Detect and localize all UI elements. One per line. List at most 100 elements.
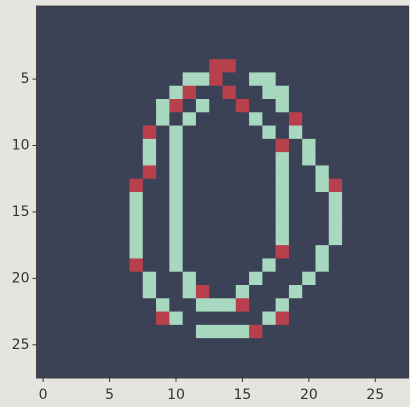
pixel [262, 125, 276, 140]
pixel [288, 125, 303, 140]
pixel [342, 19, 356, 33]
pixel [102, 72, 117, 87]
pixel [36, 72, 51, 87]
pixel [275, 298, 290, 312]
pixel [262, 45, 276, 60]
pixel [342, 72, 356, 87]
pixel [275, 271, 290, 286]
pixel [195, 231, 210, 246]
pixel [288, 152, 303, 166]
pixel [395, 298, 409, 312]
pixel [235, 245, 250, 259]
pixel [76, 218, 90, 233]
pixel [395, 112, 409, 126]
pixel [288, 271, 303, 286]
pixel [302, 205, 316, 219]
pixel [182, 19, 197, 33]
pixel [36, 99, 51, 113]
pixel [182, 245, 197, 259]
pixel [142, 271, 157, 286]
pixel [182, 125, 197, 140]
pixel [381, 364, 396, 379]
pixel [222, 138, 237, 153]
pixel [129, 351, 144, 366]
pixel [342, 205, 356, 219]
pixel [76, 298, 90, 312]
pixel [182, 285, 197, 299]
pixel [36, 125, 51, 140]
pixel [102, 192, 117, 206]
pixel [328, 258, 343, 273]
pixel [328, 99, 343, 113]
pixel [182, 72, 197, 87]
pixel [275, 165, 290, 180]
pixel [288, 192, 303, 206]
pixel [275, 99, 290, 113]
pixel [328, 45, 343, 60]
pixel [222, 311, 237, 326]
pixel [63, 338, 77, 352]
pixel [368, 338, 383, 352]
pixel [116, 72, 130, 87]
pixel [315, 112, 330, 126]
pixel [368, 138, 383, 153]
pixel [249, 192, 263, 206]
pixel [142, 32, 157, 47]
pixel [129, 138, 144, 153]
pixel [156, 324, 170, 339]
pixel [355, 45, 369, 60]
pixel [195, 285, 210, 299]
pixel [63, 6, 77, 20]
pixel [395, 205, 409, 219]
pixel [49, 285, 64, 299]
pixel [342, 6, 356, 20]
pixel [36, 45, 51, 60]
pixel [275, 231, 290, 246]
pixel [209, 338, 223, 352]
pixel [381, 112, 396, 126]
pixel [102, 45, 117, 60]
pixel [142, 125, 157, 140]
pixel [262, 165, 276, 180]
x-tick-label: 20 [300, 387, 318, 403]
pixel [102, 85, 117, 100]
pixel [49, 165, 64, 180]
pixel [209, 112, 223, 126]
pixel [209, 285, 223, 299]
pixel [328, 112, 343, 126]
pixel [209, 72, 223, 87]
pixel [235, 45, 250, 60]
pixel [262, 138, 276, 153]
pixel [342, 285, 356, 299]
pixel [116, 192, 130, 206]
y-tick-label: 20 [12, 270, 30, 286]
pixel [102, 138, 117, 153]
pixel [116, 245, 130, 259]
pixel [142, 165, 157, 180]
pixel [116, 59, 130, 73]
pixel [169, 72, 183, 87]
pixel [49, 138, 64, 153]
pixel [288, 138, 303, 153]
pixel [355, 125, 369, 140]
pixel [182, 178, 197, 193]
pixel [302, 99, 316, 113]
pixel [381, 178, 396, 193]
pixel [169, 138, 183, 153]
pixel [381, 205, 396, 219]
pixel [142, 338, 157, 352]
pixel [209, 6, 223, 20]
pixel [63, 192, 77, 206]
pixel [195, 165, 210, 180]
pixel [315, 19, 330, 33]
pixel [142, 192, 157, 206]
pixel [222, 178, 237, 193]
pixel [302, 59, 316, 73]
pixel [368, 59, 383, 73]
pixel [368, 298, 383, 312]
pixel [235, 112, 250, 126]
pixel [342, 311, 356, 326]
pixel [89, 218, 104, 233]
pixel [315, 218, 330, 233]
pixel [36, 6, 51, 20]
